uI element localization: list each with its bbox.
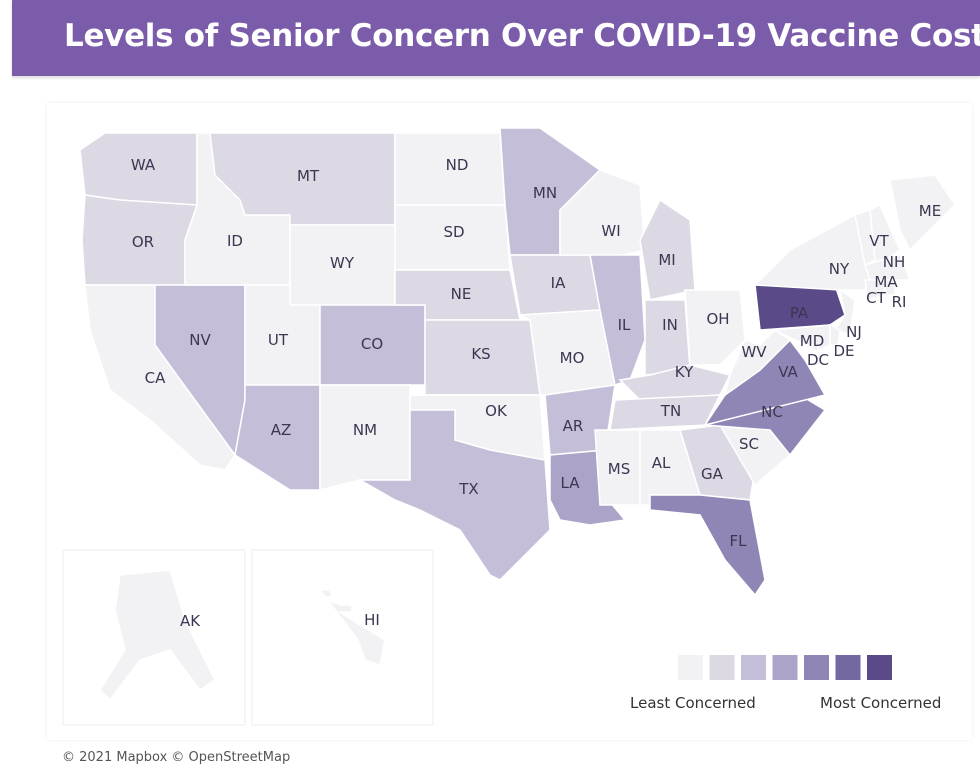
state-label-nh: NH (883, 253, 906, 271)
legend-swatch-5 (835, 655, 861, 680)
legend-swatch-4 (804, 655, 829, 680)
legend-low-label: Least Concerned (630, 694, 756, 712)
state-label-sc: SC (739, 435, 759, 453)
legend-swatch-2 (741, 655, 766, 680)
state-wv[interactable] (723, 329, 792, 397)
state-label-ok: OK (485, 402, 508, 420)
state-label-vt: VT (869, 232, 889, 250)
state-label-mn: MN (533, 184, 557, 202)
state-label-tx: TX (458, 480, 478, 498)
legend-high-label: Most Concerned (820, 694, 942, 712)
state-label-ks: KS (471, 345, 490, 363)
state-label-nj: NJ (846, 323, 862, 341)
state-label-wa: WA (131, 156, 156, 174)
state-dc[interactable] (811, 344, 819, 352)
state-label-nv: NV (189, 331, 211, 349)
state-label-or: OR (132, 233, 154, 251)
state-ri[interactable] (884, 279, 896, 296)
state-label-wi: WI (601, 222, 620, 240)
state-label-la: LA (561, 474, 581, 492)
state-label-in: IN (662, 316, 678, 334)
state-label-hi: HI (364, 611, 380, 629)
state-label-az: AZ (271, 421, 292, 439)
legend-swatch-3 (772, 655, 798, 680)
hawaii-inset (251, 549, 434, 726)
page-title: Levels of Senior Concern Over COVID-19 V… (64, 18, 980, 54)
state-label-va: VA (778, 363, 798, 381)
state-label-de: DE (833, 342, 854, 360)
state-label-oh: OH (706, 310, 729, 328)
legend-swatch-1 (709, 655, 735, 680)
state-hi[interactable] (318, 589, 386, 666)
state-label-ne: NE (451, 285, 472, 303)
state-ma[interactable] (864, 254, 912, 281)
state-oh[interactable] (684, 289, 746, 366)
state-label-ak: AK (180, 612, 201, 630)
state-label-ct: CT (866, 289, 886, 307)
title-banner: Levels of Senior Concern Over COVID-19 V… (12, 0, 980, 76)
state-label-tn: TN (660, 402, 681, 420)
state-label-sd: SD (443, 223, 464, 241)
state-label-md: MD (800, 332, 825, 350)
alaska-inset (62, 549, 246, 726)
legend-swatch-0 (678, 655, 703, 680)
attribution: © 2021 Mapbox © OpenStreetMap (62, 750, 291, 765)
state-label-dc: DC (807, 351, 829, 369)
state-label-ma: MA (874, 273, 898, 291)
state-nj[interactable] (833, 288, 856, 336)
state-fl[interactable] (649, 494, 766, 597)
state-label-nm: NM (353, 421, 377, 439)
state-label-al: AL (652, 454, 671, 472)
state-label-nd: ND (446, 156, 469, 174)
state-label-wy: WY (330, 254, 355, 272)
state-label-wv: WV (741, 343, 767, 361)
state-label-ny: NY (829, 260, 850, 278)
state-label-me: ME (919, 202, 941, 220)
state-label-ar: AR (563, 417, 584, 435)
state-label-nc: NC (761, 403, 783, 421)
state-mi[interactable] (639, 198, 696, 301)
legend-swatch-6 (867, 655, 892, 680)
state-label-il: IL (618, 316, 631, 334)
state-label-id: ID (227, 232, 243, 250)
state-label-ri: RI (892, 293, 907, 311)
state-me[interactable] (889, 174, 956, 252)
state-label-mi: MI (658, 251, 675, 269)
state-label-ga: GA (701, 465, 724, 483)
state-label-pa: PA (790, 304, 809, 322)
state-label-mo: MO (560, 349, 585, 367)
state-md[interactable] (772, 324, 831, 351)
state-tx[interactable] (357, 409, 551, 581)
state-ak[interactable] (99, 569, 216, 702)
state-label-ut: UT (268, 331, 289, 349)
state-label-fl: FL (730, 532, 748, 550)
state-label-co: CO (361, 335, 383, 353)
state-label-mt: MT (297, 167, 320, 185)
state-label-ia: IA (551, 274, 566, 292)
state-ny[interactable] (753, 213, 871, 291)
state-label-ms: MS (608, 460, 630, 478)
state-label-ky: KY (675, 363, 694, 381)
state-label-ca: CA (145, 369, 166, 387)
